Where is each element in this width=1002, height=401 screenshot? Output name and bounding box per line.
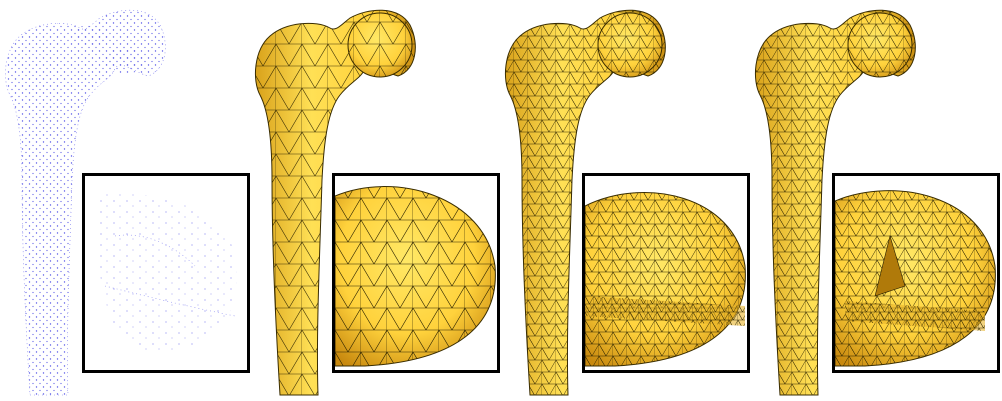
mesh-femur-2: [504, 9, 666, 396]
mesh-inset-2: [582, 173, 750, 373]
point-cloud-inset-view: [95, 193, 237, 352]
mesh-inset-view-3: [835, 176, 997, 370]
point-cloud-inset: [82, 173, 250, 373]
mesh-inset-view-2: [585, 176, 747, 370]
mesh-panel-2: [500, 0, 750, 401]
mesh-panel-1: [250, 0, 500, 401]
point-cloud-femur: [4, 9, 166, 396]
mesh-inset-1: [332, 173, 500, 373]
point-cloud-panel: [0, 0, 250, 401]
mesh-panel-3: [750, 0, 1000, 401]
mesh-femur-3: [754, 9, 916, 396]
mesh-inset-3: [832, 173, 1000, 373]
mesh-inset-view-1: [335, 176, 497, 370]
mesh-femur-1: [254, 9, 416, 396]
